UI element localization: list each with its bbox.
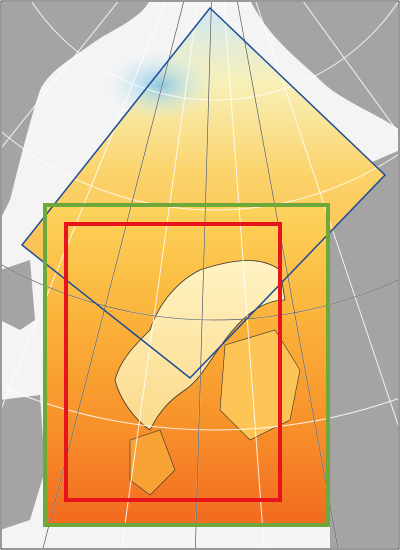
land-arctic-islands <box>251 2 398 129</box>
denmark <box>129 429 176 496</box>
cold-anomaly <box>105 50 215 120</box>
land-russia <box>330 150 398 548</box>
red-domain-outline <box>64 222 282 502</box>
land-greenland <box>2 2 149 216</box>
green-domain-outline <box>43 203 330 527</box>
land-british-isles <box>2 395 45 530</box>
land-iceland <box>2 260 35 330</box>
outer-domain-outline <box>20 6 387 380</box>
